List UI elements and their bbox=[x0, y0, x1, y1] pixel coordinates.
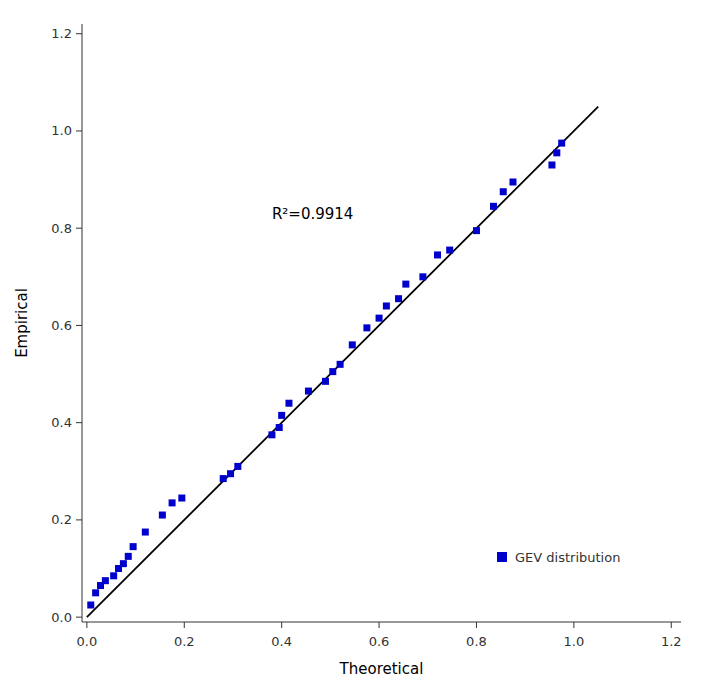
point bbox=[329, 368, 336, 375]
x-tick bbox=[573, 622, 574, 628]
y-tick bbox=[76, 617, 82, 618]
point bbox=[268, 431, 275, 438]
y-tick-label: 1.2 bbox=[51, 26, 72, 41]
x-tick bbox=[476, 622, 477, 628]
point bbox=[558, 140, 565, 147]
point bbox=[276, 424, 283, 431]
point bbox=[110, 572, 117, 579]
point bbox=[87, 601, 94, 608]
point bbox=[553, 149, 560, 156]
y-axis-label: Empirical bbox=[13, 288, 31, 358]
point bbox=[130, 543, 137, 550]
point bbox=[227, 470, 234, 477]
point bbox=[473, 227, 480, 234]
point bbox=[509, 179, 516, 186]
x-tick-label: 0.8 bbox=[466, 634, 487, 649]
y-tick-label: 0.8 bbox=[51, 221, 72, 236]
axes: 0.0 0.2 0.4 0.6 0.8 1.0 1.2 0.0 0.2 0.4 0.6 0.8 1.0 1… bbox=[51, 24, 681, 649]
x-tick bbox=[281, 622, 282, 628]
reference-line bbox=[87, 107, 598, 617]
x-tick-label: 0.4 bbox=[271, 634, 292, 649]
y-tick-label: 0.0 bbox=[51, 610, 72, 625]
point bbox=[490, 203, 497, 210]
point bbox=[220, 475, 227, 482]
point bbox=[349, 341, 356, 348]
x-tick-label: 0.0 bbox=[77, 634, 98, 649]
point bbox=[142, 529, 149, 536]
x-tick-label: 1.0 bbox=[564, 634, 585, 649]
legend: GEV distribution bbox=[497, 550, 620, 565]
point bbox=[383, 302, 390, 309]
point bbox=[363, 324, 370, 331]
y-tick bbox=[76, 422, 82, 423]
point bbox=[376, 315, 383, 322]
point bbox=[278, 412, 285, 419]
y-tick bbox=[76, 519, 82, 520]
point bbox=[120, 560, 127, 567]
y-tick-label: 0.2 bbox=[51, 512, 72, 527]
x-tick bbox=[86, 622, 87, 628]
annotation: R²=0.9914 bbox=[272, 205, 354, 223]
y-axis-line bbox=[82, 24, 83, 622]
x-axis-line bbox=[82, 622, 681, 623]
y-tick-label: 0.6 bbox=[51, 318, 72, 333]
point bbox=[337, 361, 344, 368]
point bbox=[285, 400, 292, 407]
point bbox=[234, 463, 241, 470]
x-tick-label: 0.2 bbox=[174, 634, 195, 649]
point bbox=[402, 281, 409, 288]
x-tick bbox=[671, 622, 672, 628]
point bbox=[305, 388, 312, 395]
point bbox=[548, 161, 555, 168]
point bbox=[434, 251, 441, 258]
point bbox=[92, 589, 99, 596]
legend-swatch bbox=[497, 552, 507, 562]
point bbox=[500, 188, 507, 195]
x-tick-label: 0.6 bbox=[369, 634, 390, 649]
y-tick bbox=[76, 228, 82, 229]
x-axis-label: Theoretical bbox=[339, 660, 424, 678]
chart: 0.0 0.2 0.4 0.6 0.8 1.0 1.2 0.0 0.2 0.4 0.6 0.8 1.0 1… bbox=[0, 0, 709, 694]
y-tick-label: 0.4 bbox=[51, 415, 72, 430]
point bbox=[322, 378, 329, 385]
point bbox=[125, 553, 132, 560]
point bbox=[395, 295, 402, 302]
point bbox=[169, 499, 176, 506]
y-tick-label: 1.0 bbox=[51, 123, 72, 138]
x-tick bbox=[184, 622, 185, 628]
point bbox=[102, 577, 109, 584]
y-tick bbox=[76, 33, 82, 34]
x-tick bbox=[379, 622, 380, 628]
point bbox=[159, 512, 166, 519]
x-tick-label: 1.2 bbox=[661, 634, 682, 649]
y-tick bbox=[76, 325, 82, 326]
legend-label: GEV distribution bbox=[515, 550, 620, 565]
plot-area bbox=[87, 107, 598, 617]
y-tick bbox=[76, 130, 82, 131]
point bbox=[419, 273, 426, 280]
point bbox=[446, 247, 453, 254]
point bbox=[178, 495, 185, 502]
